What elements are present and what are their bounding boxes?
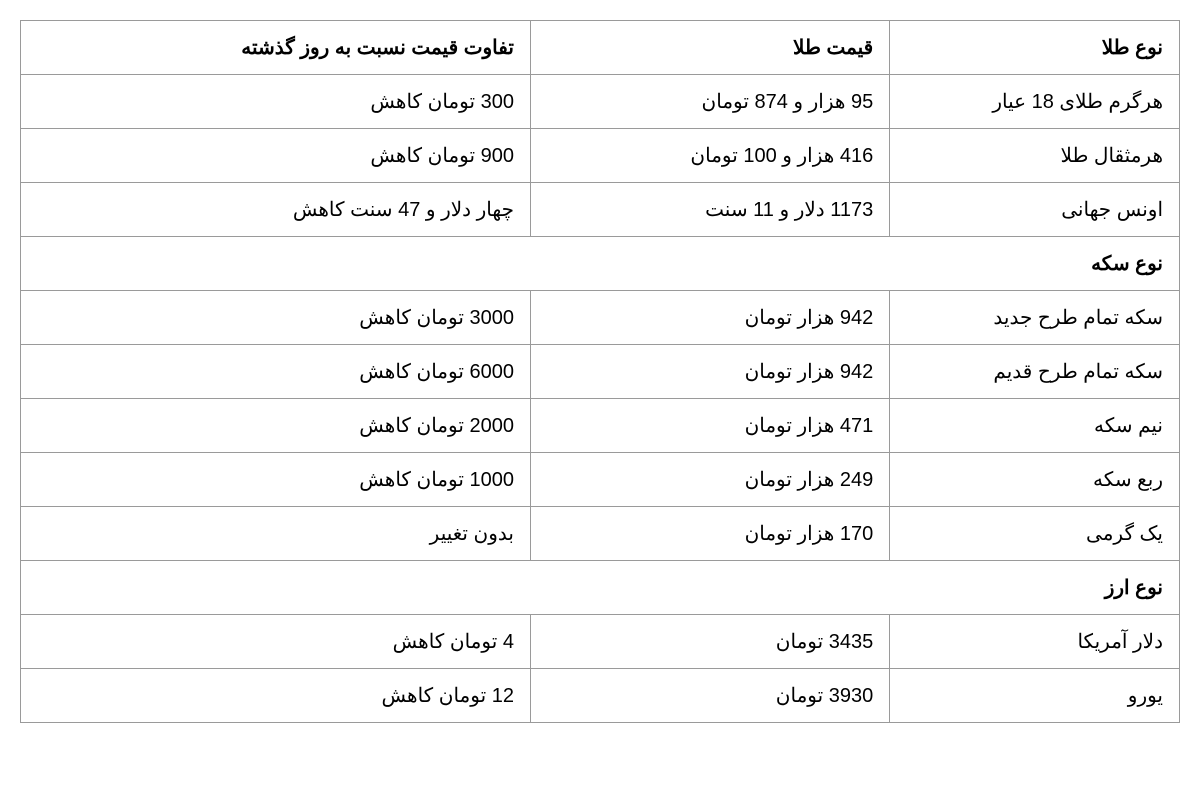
cell-type: نیم سکه <box>890 399 1180 453</box>
cell-type: سکه تمام طرح قدیم <box>890 345 1180 399</box>
price-table: نوع طلا قیمت طلا تفاوت قیمت نسبت به روز … <box>20 20 1180 723</box>
col-header-diff: تفاوت قیمت نسبت به روز گذشته <box>21 21 531 75</box>
cell-price: 249 هزار تومان <box>530 453 889 507</box>
cell-price: 942 هزار تومان <box>530 291 889 345</box>
section-header-cell: نوع سکه <box>21 237 1180 291</box>
cell-type: دلار آمریکا <box>890 615 1180 669</box>
cell-price: 471 هزار تومان <box>530 399 889 453</box>
table-row: سکه تمام طرح قدیم942 هزار تومان6000 توما… <box>21 345 1180 399</box>
table-row: نیم سکه471 هزار تومان2000 تومان کاهش <box>21 399 1180 453</box>
table-row: ربع سکه249 هزار تومان1000 تومان کاهش <box>21 453 1180 507</box>
cell-type: سکه تمام طرح جدید <box>890 291 1180 345</box>
cell-type: اونس جهانی <box>890 183 1180 237</box>
section-header-row: نوع ارز <box>21 561 1180 615</box>
table-row: یک گرمی170 هزار تومانبدون تغییر <box>21 507 1180 561</box>
cell-price: 1173 دلار و 11 سنت <box>530 183 889 237</box>
cell-diff: 6000 تومان کاهش <box>21 345 531 399</box>
col-header-type: نوع طلا <box>890 21 1180 75</box>
table-row: یورو3930 تومان12 تومان کاهش <box>21 669 1180 723</box>
section-header-cell: نوع ارز <box>21 561 1180 615</box>
cell-price: 170 هزار تومان <box>530 507 889 561</box>
cell-diff: 4 تومان کاهش <box>21 615 531 669</box>
cell-diff: چهار دلار و 47 سنت کاهش <box>21 183 531 237</box>
table-row: دلار آمریکا3435 تومان4 تومان کاهش <box>21 615 1180 669</box>
cell-diff: 1000 تومان کاهش <box>21 453 531 507</box>
cell-price: 3435 تومان <box>530 615 889 669</box>
section-header-row: نوع سکه <box>21 237 1180 291</box>
table-row: هرمثقال طلا416 هزار و 100 تومان900 تومان… <box>21 129 1180 183</box>
cell-type: یورو <box>890 669 1180 723</box>
table-row: اونس جهانی1173 دلار و 11 سنتچهار دلار و … <box>21 183 1180 237</box>
cell-diff: 900 تومان کاهش <box>21 129 531 183</box>
cell-price: 95 هزار و 874 تومان <box>530 75 889 129</box>
cell-type: ربع سکه <box>890 453 1180 507</box>
table-header-row: نوع طلا قیمت طلا تفاوت قیمت نسبت به روز … <box>21 21 1180 75</box>
cell-price: 416 هزار و 100 تومان <box>530 129 889 183</box>
table-body: هرگرم طلای 18 عیار95 هزار و 874 تومان300… <box>21 75 1180 723</box>
cell-diff: بدون تغییر <box>21 507 531 561</box>
cell-diff: 2000 تومان کاهش <box>21 399 531 453</box>
table-row: هرگرم طلای 18 عیار95 هزار و 874 تومان300… <box>21 75 1180 129</box>
cell-type: هرگرم طلای 18 عیار <box>890 75 1180 129</box>
col-header-price: قیمت طلا <box>530 21 889 75</box>
table-row: سکه تمام طرح جدید942 هزار تومان3000 توما… <box>21 291 1180 345</box>
cell-type: یک گرمی <box>890 507 1180 561</box>
cell-price: 3930 تومان <box>530 669 889 723</box>
cell-price: 942 هزار تومان <box>530 345 889 399</box>
cell-diff: 3000 تومان کاهش <box>21 291 531 345</box>
cell-diff: 300 تومان کاهش <box>21 75 531 129</box>
cell-diff: 12 تومان کاهش <box>21 669 531 723</box>
cell-type: هرمثقال طلا <box>890 129 1180 183</box>
